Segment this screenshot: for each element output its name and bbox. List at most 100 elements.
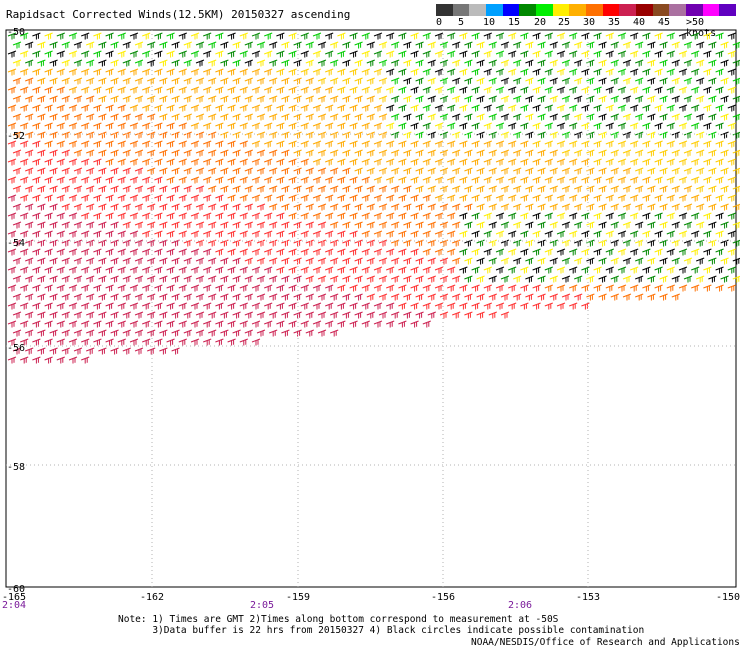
wind-barb [422,248,431,256]
wind-barb [178,68,187,76]
wind-barb [269,239,278,247]
wind-barb [647,203,656,211]
wind-barb [105,122,114,130]
wind-barb [678,104,688,112]
wind-barb [683,275,693,283]
wind-barb [232,221,241,229]
wind-barb [147,131,156,139]
wind-barb [386,284,395,292]
wind-barb [439,221,449,229]
wind-barb [44,320,53,328]
wind-barb [410,266,419,274]
wind-barb [276,176,285,184]
wind-barb [410,104,419,112]
wind-barb [647,167,656,175]
wind-barb [122,131,131,139]
wind-barb [330,167,339,175]
wind-barb [178,320,187,328]
wind-barb [581,122,590,130]
wind-barb [232,41,241,49]
wind-barb [251,338,261,346]
wind-barb [220,221,229,229]
legend-swatch [502,4,520,16]
wind-barb [410,284,419,292]
wind-barb [300,68,309,76]
wind-barb [349,122,358,130]
wind-barb [325,68,334,76]
wind-barb [178,284,187,292]
wind-barb [190,140,200,148]
wind-barb [61,221,70,229]
wind-barb [508,68,517,76]
wind-barb [20,302,29,310]
wind-barb [134,275,144,283]
wind-barb [569,230,578,238]
wind-barb [666,212,675,220]
wind-barb [239,50,248,58]
wind-barb [508,230,517,238]
wind-barb [300,104,309,112]
wind-barb [56,68,65,76]
wind-barb [561,203,571,211]
wind-barb [159,311,168,319]
wind-barb [49,113,58,121]
wind-barb [159,185,168,193]
wind-barb [159,293,168,301]
wind-barb [20,104,29,112]
wind-barb [32,194,41,202]
wind-barb [708,221,717,229]
wind-barb [727,158,736,166]
wind-barb [556,230,566,238]
wind-barb [386,302,395,310]
wind-barb [617,122,627,130]
wind-barb [366,257,375,265]
wind-barb [500,275,510,283]
wind-barb [73,131,83,139]
wind-barb [483,230,492,238]
wind-barb [386,212,395,220]
wind-barb [110,95,119,103]
wind-barb [715,248,724,256]
wind-barb [630,176,639,184]
wind-barb [605,194,614,202]
wind-barb [398,158,407,166]
wind-barb [647,185,656,193]
wind-barb [422,104,431,112]
wind-barb [32,212,41,220]
wind-barb [513,41,522,49]
wind-barb [434,302,444,310]
wind-barb [68,176,78,184]
wind-barb [525,203,534,211]
wind-barb [178,104,187,112]
wind-barb [696,95,705,103]
wind-barb [366,311,375,319]
wind-barb [86,41,95,49]
wind-barb [317,203,327,211]
wind-barb [215,266,224,274]
wind-barb [666,86,675,94]
wind-barb [476,113,485,121]
wind-barb [715,212,724,220]
wind-barb [549,221,558,229]
wind-barb [683,131,693,139]
wind-barb [671,257,680,265]
wind-barb [434,104,444,112]
wind-barb [129,86,139,94]
wind-barb [325,176,334,184]
wind-barb [105,338,114,346]
wind-barb [190,266,200,274]
wind-barb [593,284,602,292]
wind-barb [56,86,65,94]
wind-barb [642,32,651,40]
wind-barb [569,50,578,58]
wind-barb [488,275,497,283]
wind-barb [44,104,53,112]
wind-barb [239,194,248,202]
wind-barb [215,248,224,256]
wind-barb [500,257,510,265]
lon-label: -153 [576,592,601,603]
wind-barb [452,185,461,193]
wind-barb [586,149,595,157]
wind-barb [508,212,517,220]
wind-barb [671,131,680,139]
